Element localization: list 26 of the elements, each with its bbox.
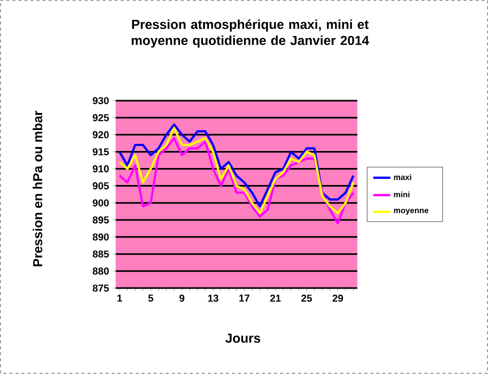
x-tick-label: 21: [270, 294, 281, 302]
x-tick-label: 1: [117, 294, 122, 302]
y-tick-label: 920: [92, 131, 109, 138]
y-tick-label: 930: [92, 97, 109, 104]
y-tick-label: 915: [92, 148, 109, 156]
y-tick-label: 885: [92, 250, 109, 258]
y-axis-title: Pression en hPa ou mbar: [32, 110, 42, 266]
x-tick-label: 9: [179, 294, 184, 302]
legend-label: mini: [394, 192, 410, 198]
legend-label: moyenne: [394, 208, 428, 215]
y-tick-label: 925: [92, 114, 109, 122]
x-tick-label: 13: [208, 294, 218, 302]
x-axis-title: Jours: [225, 334, 260, 343]
chart-title: Pression atmosphérique maxi, mini et moyenne quotidienne de Janvier 2014: [132, 19, 370, 48]
x-tick-label: 17: [239, 294, 250, 302]
y-tick-label: 875: [92, 284, 109, 292]
y-tick-label: 890: [92, 234, 109, 241]
x-tick-label: 29: [332, 294, 343, 302]
legend-label: maxi: [394, 174, 412, 180]
y-tick-label: 900: [92, 199, 109, 207]
x-tick-label: 5: [148, 294, 154, 302]
y-tick-label: 905: [92, 182, 109, 190]
y-tick-label: 910: [92, 165, 109, 172]
y-tick-label: 880: [92, 268, 109, 275]
y-tick-label: 895: [92, 216, 109, 224]
x-tick-label: 25: [301, 294, 312, 302]
